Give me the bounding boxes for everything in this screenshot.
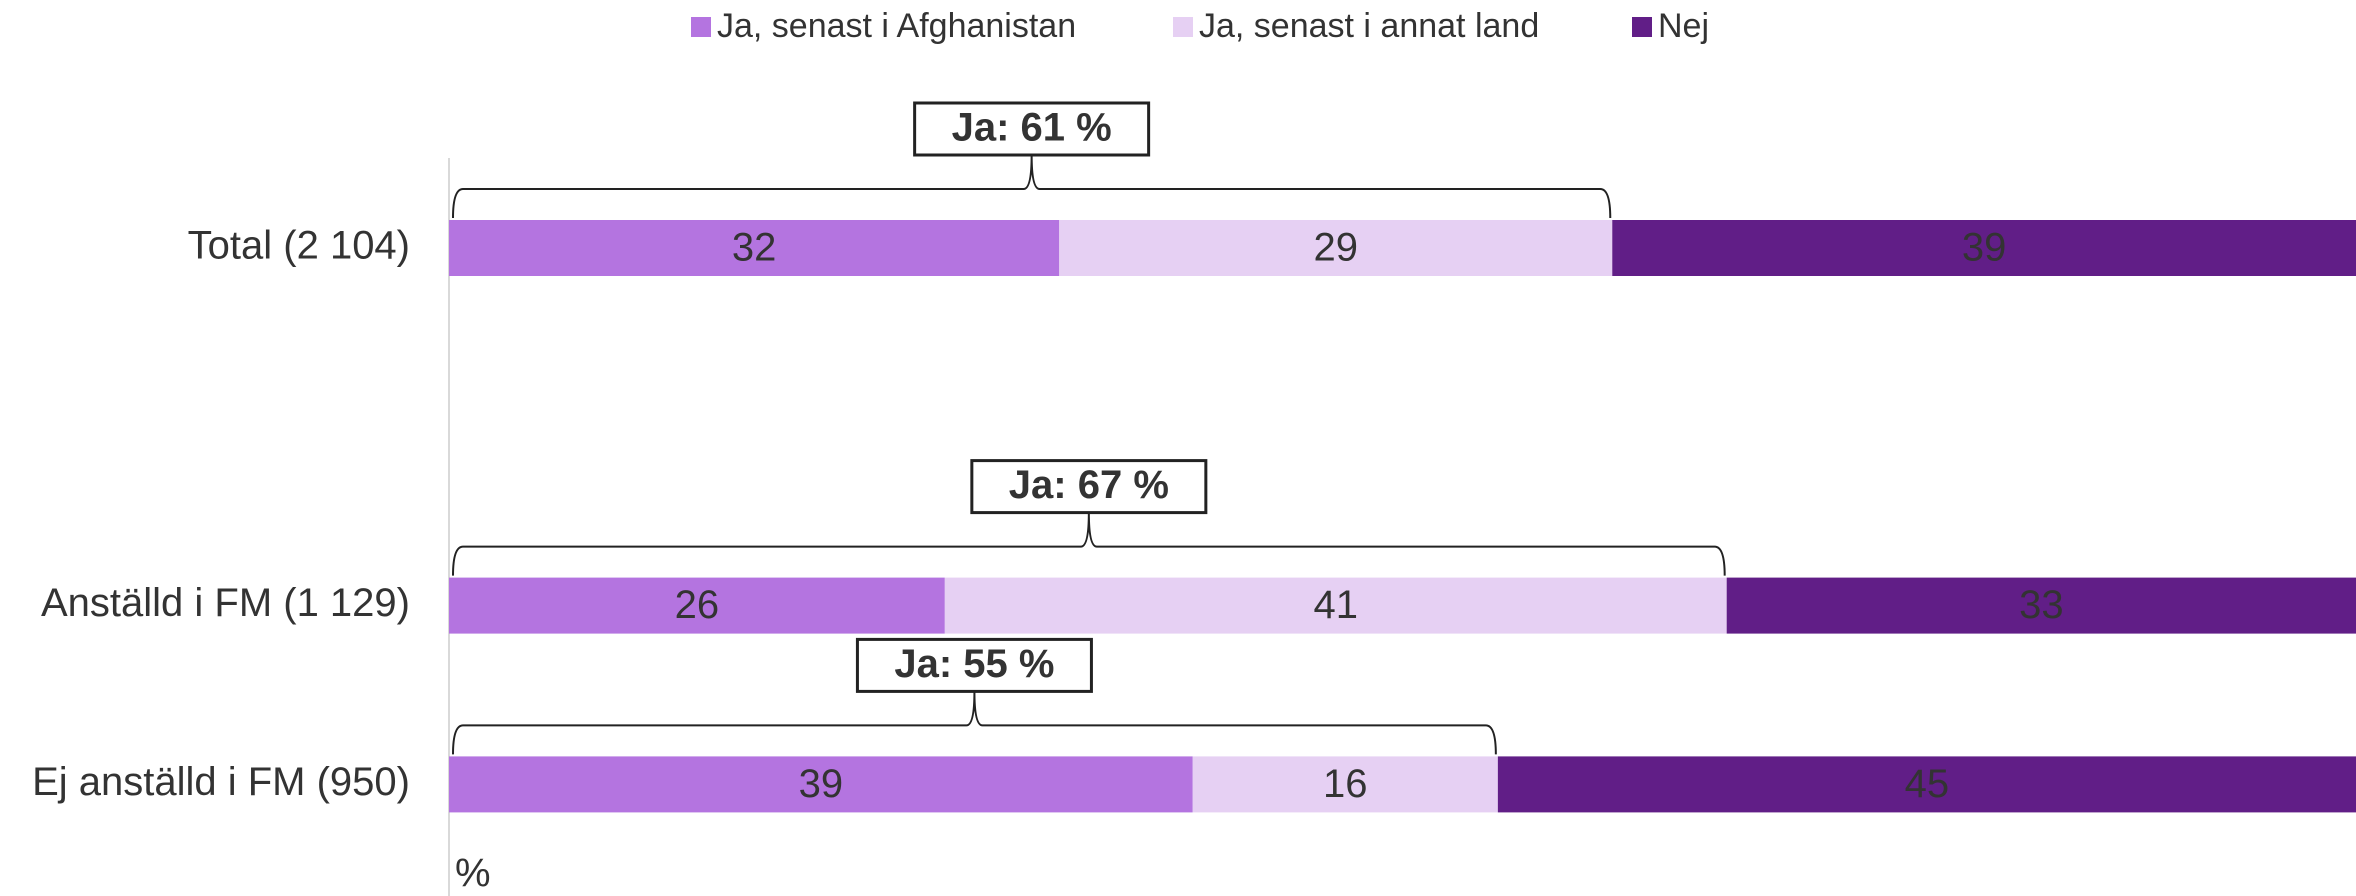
bracket: [452, 691, 1497, 755]
data-label: 39: [1962, 226, 2007, 270]
legend-label: Ja, senast i Afghanistan: [717, 7, 1076, 45]
bar: [944, 577, 1727, 634]
data-label: 45: [1905, 762, 1950, 806]
bar: [1612, 220, 2356, 276]
bar: [1726, 577, 2356, 634]
annotation: Ja: 61 %: [952, 106, 1112, 150]
bracket: [452, 154, 1612, 219]
bar: [1192, 756, 1498, 813]
bar: [449, 220, 1060, 276]
data-label: 32: [732, 226, 777, 270]
data-label: 16: [1323, 762, 1368, 806]
legend-swatch: [691, 17, 711, 37]
data-label: 41: [1314, 583, 1359, 627]
annotation-box: [970, 459, 1208, 515]
x-axis-label: %: [455, 852, 491, 896]
legend-swatch: [1173, 17, 1193, 37]
bar: [449, 756, 1193, 813]
data-label: 29: [1314, 226, 1359, 270]
bar: [1059, 220, 1613, 276]
data-label: 39: [799, 762, 844, 806]
data-label: 26: [675, 583, 720, 627]
y-tick-label: Ej anställd i FM (950): [32, 760, 410, 804]
bar: [449, 577, 945, 634]
annotation-box: [913, 101, 1151, 157]
y-tick-label: Anställd i FM (1 129): [41, 581, 410, 625]
legend-swatch: [1632, 17, 1652, 37]
legend-label: Ja, senast i annat land: [1199, 7, 1539, 45]
y-tick-label: Total (2 104): [188, 224, 410, 268]
legend-label: Nej: [1658, 7, 1709, 45]
annotation-box: [855, 637, 1093, 693]
annotation: Ja: 55 %: [894, 642, 1054, 686]
data-label: 33: [2019, 583, 2064, 627]
bracket: [452, 512, 1726, 576]
bar: [1497, 756, 2356, 813]
annotation: Ja: 67 %: [1009, 463, 1169, 507]
